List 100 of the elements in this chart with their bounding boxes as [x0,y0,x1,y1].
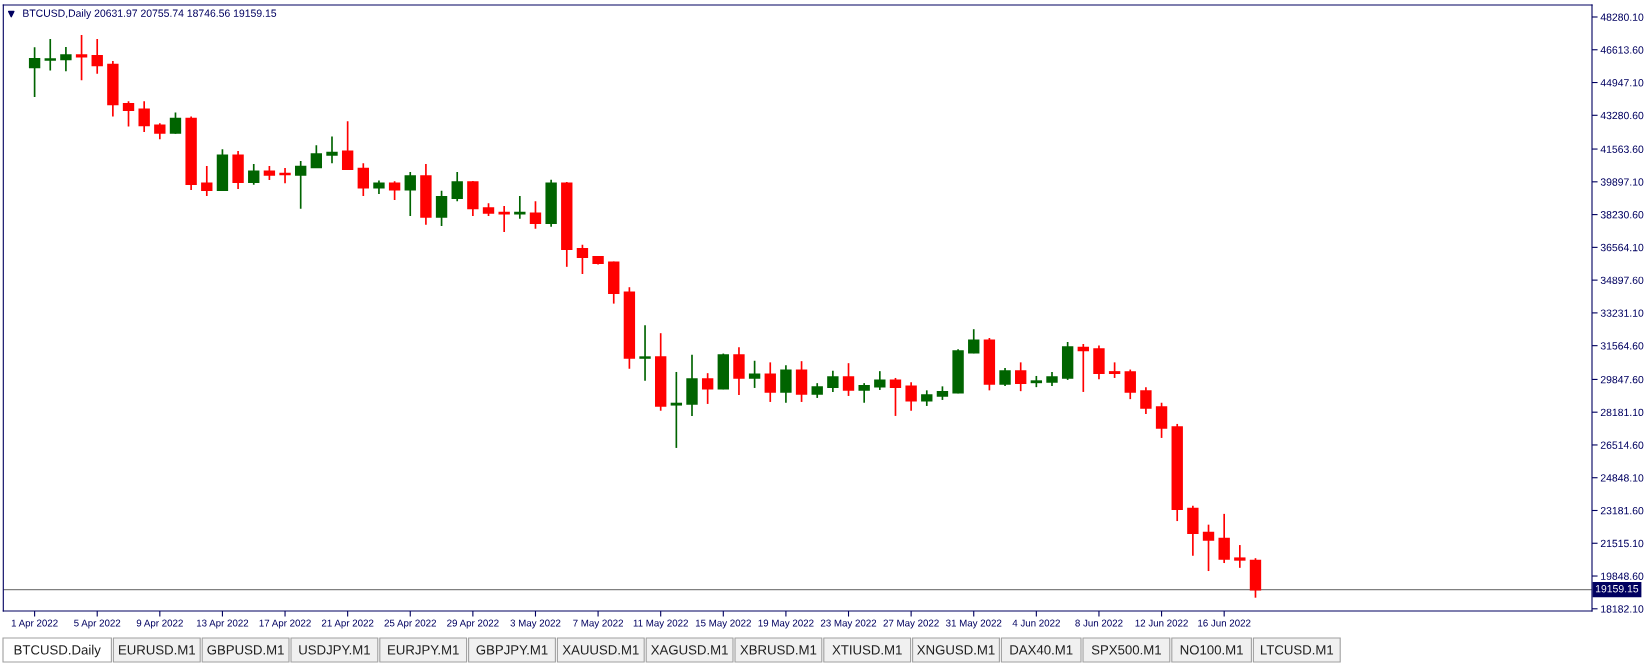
text: XAGUSD.M1 [651,645,728,655]
x-tick-label: 11 May 2022 [633,619,688,629]
x-tick-label: 12 Jun 2022 [1135,619,1188,627]
x-tick-label: 27 May 2022 [883,619,939,629]
ref-line-label: 19159.15 [1595,585,1639,593]
candlestick [1124,368,1136,400]
text: EURUSD.M1 [119,645,196,655]
candlestick [326,135,338,165]
y-tick-label: 46613.60 [1600,46,1644,54]
candlestick [122,100,135,128]
candlestick [1015,361,1027,392]
candlestick [842,362,855,397]
candlestick [874,370,886,391]
candlestick [795,360,808,403]
x-tick-label: 1 Apr 2022 [11,619,58,629]
candlestick [75,34,88,81]
candlestick [764,361,776,403]
candlestick [44,38,56,72]
y-tick-label: 33231.10 [1600,309,1644,317]
text: LTCUSD.M1 [1260,645,1334,655]
candlestick [91,38,103,75]
candlestick [827,369,839,393]
candlestick [388,180,401,201]
candlestick [529,200,542,230]
candlestick [639,324,651,382]
candlestick [60,46,72,73]
candlestick [1093,344,1105,380]
candlestick [279,167,291,185]
candlestick [341,120,354,171]
x-tick-label: 17 Apr 2022 [259,619,311,629]
candlestick [1077,343,1089,393]
candlestick [295,160,307,210]
x-tick-label: 4 Jun 2022 [1012,619,1060,627]
x-tick-label: 9 Apr 2022 [136,619,183,629]
text: BTCUSD.Daily [14,644,101,658]
candlestick [701,372,714,405]
candlestick [1234,544,1246,569]
y-tick-label: 43280.60 [1600,111,1644,120]
text: XNGUSD.M1 [917,645,995,655]
text: XTIUSD.M1 [832,645,902,655]
candlestick [748,359,761,389]
x-tick-label: 21 Apr 2022 [321,619,374,629]
x-tick-label: 13 Apr 2022 [196,619,249,629]
y-tick-label: 18182.10 [1601,605,1644,613]
x-tick-label: 15 May 2022 [695,619,751,629]
y-tick-label: 21515.10 [1600,539,1644,548]
candlestick [1218,513,1230,564]
text: XAUUSD.M1 [562,645,639,655]
x-tick-label: 16 Jun 2022 [1198,619,1251,627]
candlestick [404,171,416,217]
y-tick-label: 34897.60 [1600,276,1644,284]
candlestick [1155,401,1168,439]
y-tick-label: 26514.60 [1600,441,1644,449]
y-tick-label: 38230.60 [1600,211,1644,219]
candlestick [435,190,448,227]
text: NO100.M1 [1180,645,1243,655]
x-tick-label: 19 May 2022 [758,619,814,629]
y-tick-label: 44947.10 [1600,79,1644,87]
x-tick-label: 25 Apr 2022 [384,619,436,629]
y-tick-label: 36564.10 [1600,243,1644,252]
candlestick [451,171,463,203]
candlestick [248,163,260,186]
candlestick [138,100,150,133]
candlestick [905,381,917,412]
candlestick [733,346,745,396]
y-tick-label: 19848.60 [1601,572,1644,580]
y-tick-label: 29847.60 [1600,375,1644,384]
x-tick-label: 7 May 2022 [573,619,623,629]
candlestick [357,162,369,197]
y-tick-label: 48280.10 [1600,13,1644,21]
text: XBRUSD.M1 [740,645,817,655]
y-tick-label: 39897.10 [1600,178,1644,186]
x-tick-label: 23 May 2022 [820,619,877,629]
x-tick-label: 5 Apr 2022 [74,619,121,629]
y-tick-label: 28181.10 [1600,408,1644,417]
y-tick-label: 24848.10 [1600,474,1644,482]
text: USDJPY.M1 [299,645,370,655]
x-tick-label: 8 Jun 2022 [1075,619,1123,627]
candlestick [889,377,902,417]
candlestick [780,364,792,404]
candlestick [576,244,589,275]
chart-title: BTCUSD,Daily 20631.97 20755.74 18746.56 19159.15 [23,9,277,19]
candlestick [968,328,980,355]
candlestick [1140,386,1152,415]
text: SPX500.M1 [1091,645,1161,655]
text: GBPJPY.M1 [476,645,548,655]
x-tick-label: 3 May 2022 [510,619,561,629]
candlestick [169,111,182,135]
text: EURJPY.M1 [388,645,459,655]
y-tick-label: 31564.60 [1600,342,1644,350]
candlestick [28,46,41,98]
candlestick [670,371,683,449]
text: DAX40.M1 [1010,645,1073,655]
y-tick-label: 23181.60 [1600,506,1644,515]
text: GBPUSD.M1 [207,645,284,655]
x-tick-label: 29 Apr 2022 [447,619,499,629]
candlestick [201,165,213,197]
candlestick [1202,523,1215,572]
candlestick [858,382,870,404]
y-tick-label: 41563.60 [1600,145,1644,153]
